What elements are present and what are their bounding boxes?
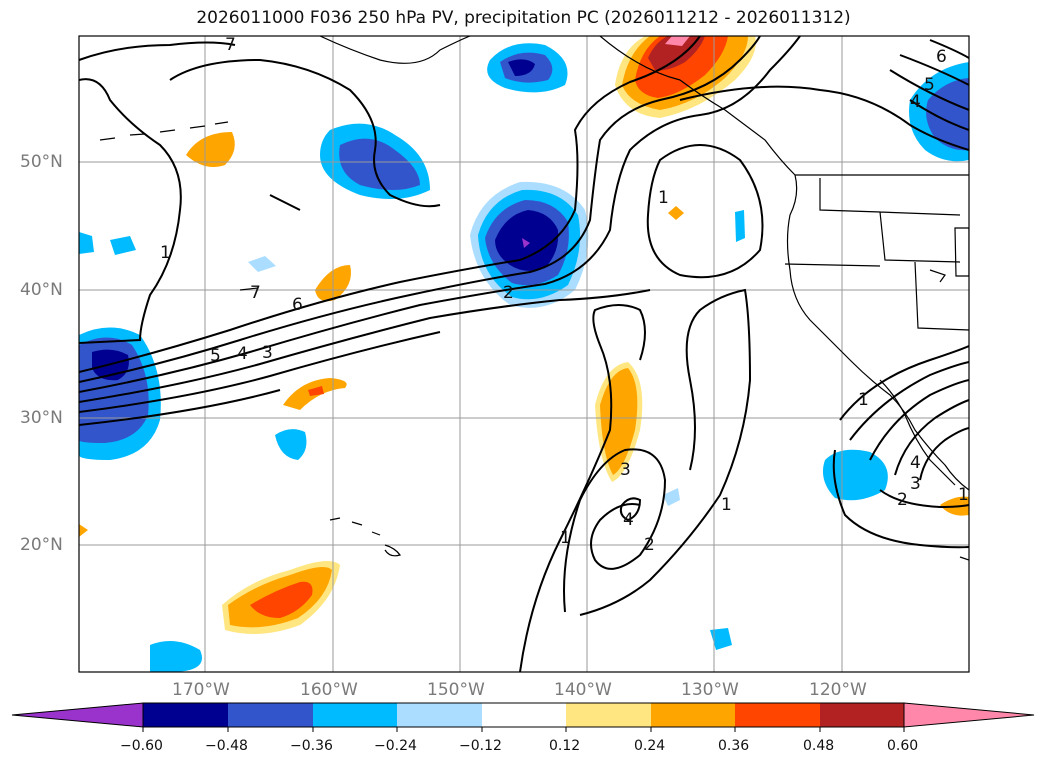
contour-label: 6 [936, 47, 947, 67]
contour-label-group: 7 7 6 5 4 3 1 2 1 3 4 2 1 1 5 4 6 1 4 3 … [160, 35, 969, 555]
colorbar-tick: −0.24 [374, 738, 417, 754]
contour-label: 3 [620, 460, 631, 480]
blob-small-7 [663, 488, 680, 506]
contour-label: 6 [292, 295, 303, 315]
blob-small-4 [710, 628, 732, 650]
blob-west-edge [79, 327, 161, 460]
contour-label: 1 [721, 495, 732, 515]
lon-label: 170°W [172, 680, 230, 700]
blob-nw-pacific [487, 43, 568, 93]
blob-south [150, 641, 202, 672]
lon-label: 150°W [427, 680, 485, 700]
contour-label: 2 [897, 490, 908, 510]
blob-warm-3-core [308, 386, 324, 396]
contour-label: 4 [237, 344, 248, 364]
lon-label: 140°W [554, 680, 612, 700]
contour-label: 1 [560, 528, 571, 548]
colorbar-tick: 0.12 [549, 738, 581, 754]
blob-small-3 [275, 429, 307, 460]
contour-label: 7 [225, 35, 236, 55]
colorbar-tick: 0.36 [718, 738, 750, 754]
contour-label: 3 [910, 474, 921, 494]
lon-label: 160°W [300, 680, 358, 700]
blob-central-warm [595, 362, 643, 482]
blob-bc-coast [615, 36, 756, 118]
contour-label: 4 [910, 92, 921, 112]
lat-label: 30°N [20, 408, 63, 428]
contour-label: 4 [910, 453, 921, 473]
blob-warm-6 [79, 524, 88, 537]
contour-label: 3 [262, 343, 273, 363]
contour-label: 2 [644, 535, 655, 555]
graticule [79, 36, 969, 672]
colorbar-tick: −0.12 [459, 738, 502, 754]
lat-label: 40°N [20, 280, 63, 300]
colorbar-extend-high [903, 702, 1035, 728]
contour-label: 4 [623, 510, 634, 530]
contour-label: 1 [858, 390, 869, 410]
colorbar-tick: 0.24 [634, 738, 666, 754]
blob-small-2 [79, 232, 94, 254]
colorbar-tick: −0.48 [205, 738, 248, 754]
colorbar-tick: 0.48 [803, 738, 835, 754]
contour-label: 1 [958, 485, 969, 505]
contour-label: 7 [250, 283, 261, 303]
pv-contours [79, 36, 969, 672]
lon-label: 130°W [681, 680, 739, 700]
blob-central [470, 181, 589, 308]
colorbar-tick: 0.60 [887, 738, 919, 754]
blob-small-5 [735, 210, 745, 242]
colorbar-extend-low [11, 702, 144, 728]
contour-label: 1 [658, 188, 669, 208]
contour-label: 2 [503, 283, 514, 303]
lat-label: 20°N [20, 535, 63, 555]
blob-baja-west [822, 449, 888, 501]
contour-label: 5 [210, 346, 221, 366]
lon-label: 120°W [809, 680, 867, 700]
blob-small-1 [110, 236, 136, 255]
map-title: 2026011000 F036 250 hPa PV, precipitatio… [196, 8, 851, 28]
blob-south-warm [222, 561, 340, 634]
colorbar [11, 702, 1035, 732]
blob-small-6 [248, 256, 276, 272]
blob-warm-1 [186, 132, 235, 168]
lat-label: 50°N [20, 152, 63, 172]
plot-border [78, 35, 970, 673]
blob-warm-5 [668, 206, 684, 220]
coastlines [99, 36, 969, 561]
contour-label: 5 [924, 75, 935, 95]
contour-label: 1 [160, 243, 171, 263]
colorbar-tick: −0.36 [290, 738, 333, 754]
colorbar-tick: −0.60 [120, 738, 163, 754]
